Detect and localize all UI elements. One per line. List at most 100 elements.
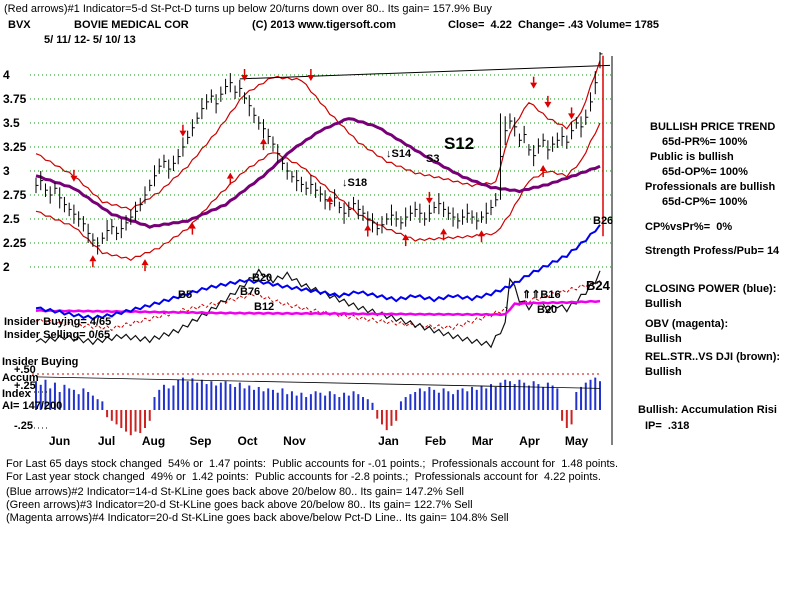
accum-plus25-label: +.25 (14, 380, 36, 392)
pr-percent-value: 65d-PR%= 100% (662, 136, 748, 148)
chart-annotations: S12 ↓S14 S3 ↓S18 B5 B76 B20 B12 B26 ⇑⇑B16 B20 B24 (178, 134, 613, 316)
svg-text:Apr: Apr (519, 434, 540, 448)
buy-arrow-icon (259, 138, 267, 145)
svg-text:B20: B20 (252, 272, 272, 284)
copyright-text: (C) 2013 www.tigersoft.com (252, 19, 396, 31)
svg-text:B12: B12 (254, 301, 274, 313)
strength-ratio-value: Strength Profess/Pub= 14 (645, 245, 780, 257)
cp-percent-value: 65d-CP%= 100% (662, 196, 748, 208)
svg-text:2.75: 2.75 (3, 188, 27, 202)
buy-arrow-icon (89, 255, 97, 262)
ma-65d-line (35, 117, 601, 229)
summary-65d-line: For Last 65 days stock changed 54% or 1.… (6, 458, 619, 470)
svg-text:Oct: Oct (237, 434, 257, 448)
professionals-status: Professionals are bullish (645, 181, 776, 193)
upper-band-line (35, 60, 601, 212)
closing-power-heading: CLOSING POWER (blue): (645, 283, 777, 295)
op-percent-value: 65d-OP%= 100% (662, 166, 748, 178)
index-label: Index (2, 388, 31, 400)
accum-label: Accum (2, 372, 39, 384)
summary-year-line: For Last year stock changed 49% or 1.42 … (6, 471, 601, 483)
insider-buying2-label: Insider Buying (2, 356, 79, 368)
price-chart: 4 3.75 3.5 3.25 3 2.75 2.5 2.25 2 Jun Jul Aug Sep Oct… (3, 52, 613, 448)
buy-arrow-icon (326, 195, 334, 202)
svg-text:Aug: Aug (142, 434, 165, 448)
insider-selling-label: Insider Selling= 0/65 (4, 329, 111, 341)
accum-status: Bullish: Accumulation Risi (638, 404, 777, 416)
cp-vs-pr-value: CP%vsPr%= 0% (645, 221, 733, 233)
ip-value: IP= .318 (645, 420, 690, 432)
resistance-trendline (239, 64, 611, 80)
pct-d-line (35, 279, 601, 332)
svg-text:Jan: Jan (378, 434, 399, 448)
obv-status: Bullish (645, 333, 682, 345)
svg-text:B5: B5 (178, 289, 192, 301)
price-gridlines: 4 3.75 3.5 3.25 3 2.75 2.5 2.25 2 (3, 68, 612, 274)
svg-text:Mar: Mar (472, 434, 494, 448)
buy-arrow-icon (440, 228, 448, 235)
price-trend-heading: BULLISH PRICE TREND (650, 121, 776, 133)
svg-text:B20: B20 (537, 304, 557, 316)
svg-text:Jun: Jun (49, 434, 70, 448)
sell-arrow-icon (307, 75, 315, 81)
rel-str-heading: REL.STR..VS DJI (brown): (645, 351, 781, 363)
rel-str-status: Bullish (645, 366, 682, 378)
buy-arrow-icon (478, 230, 486, 237)
buy-arrow-icon (539, 165, 547, 171)
month-axis: Jun Jul Aug Sep Oct Nov Jan Feb Mar Apr May (49, 434, 589, 448)
svg-text:3.25: 3.25 (3, 140, 27, 154)
svg-text:Sep: Sep (189, 434, 211, 448)
closing-power-line (35, 224, 601, 321)
svg-text:3.75: 3.75 (3, 92, 27, 106)
indicator1-legend: (Red arrows)#1 Indicator=5-d St-Pct-D tu… (4, 3, 492, 15)
svg-text:2.5: 2.5 (3, 212, 20, 226)
accum-trend-line (35, 376, 601, 389)
buy-arrow-icon (188, 222, 196, 229)
svg-text:3.5: 3.5 (3, 116, 20, 130)
sell-arrow-icon (425, 197, 433, 204)
indicator3-legend: (Green arrows)#3 Indicator=20-d St-KLine… (6, 499, 473, 511)
svg-text:↓S14: ↓S14 (386, 148, 412, 160)
buy-arrow-icon (402, 234, 410, 241)
sell-arrow-icon (530, 82, 538, 89)
svg-text:2: 2 (3, 260, 10, 274)
buy-arrow-icon (226, 172, 234, 179)
obv-heading: OBV (magenta): (645, 318, 729, 330)
ticker-symbol: BVX (8, 19, 31, 31)
sell-arrow-icon (70, 175, 78, 182)
sell-arrow-icon (179, 130, 187, 137)
accum-plus50-label: +.50 (14, 364, 36, 376)
sell-arrow-icon (544, 101, 552, 108)
sell-arrow-icon (568, 113, 576, 120)
svg-text:2.25: 2.25 (3, 236, 27, 250)
svg-text:Jul: Jul (98, 434, 115, 448)
sell-arrow-icon (241, 75, 249, 81)
svg-text:Nov: Nov (283, 434, 306, 448)
quote-summary: Close= 4.22 Change= .43 Volume= 1785 (448, 19, 660, 31)
svg-text:4: 4 (3, 68, 10, 82)
insider-buying-label: Insider Buying= 4/65 (4, 316, 112, 328)
ai-value-label: AI= 147/200 (2, 400, 63, 412)
svg-text:May: May (565, 434, 589, 448)
accum-minus25-label: -.25 (14, 420, 33, 432)
indicator4-legend: (Magenta arrows)#4 Indicator=20-d St-KLi… (6, 512, 509, 524)
svg-text:S3: S3 (426, 153, 439, 165)
lower-band-line (35, 122, 601, 262)
svg-text:⇑⇑B16: ⇑⇑B16 (522, 289, 561, 301)
public-status: Public is bullish (650, 151, 734, 163)
svg-text:↓S18: ↓S18 (342, 177, 367, 189)
svg-text:B76: B76 (240, 286, 260, 298)
company-name: BOVIE MEDICAL COR (74, 19, 189, 31)
accumulation-histogram (35, 377, 601, 436)
svg-text:3: 3 (3, 164, 10, 178)
price-bars (35, 52, 603, 255)
svg-text:B24: B24 (586, 278, 611, 293)
signal-arrows (70, 69, 576, 272)
svg-text:S12: S12 (444, 134, 474, 153)
svg-text:B26: B26 (593, 215, 613, 227)
svg-text:Feb: Feb (425, 434, 446, 448)
buy-arrow-icon (364, 224, 372, 231)
buy-arrow-icon (141, 259, 149, 266)
closing-power-status: Bullish (645, 298, 682, 310)
